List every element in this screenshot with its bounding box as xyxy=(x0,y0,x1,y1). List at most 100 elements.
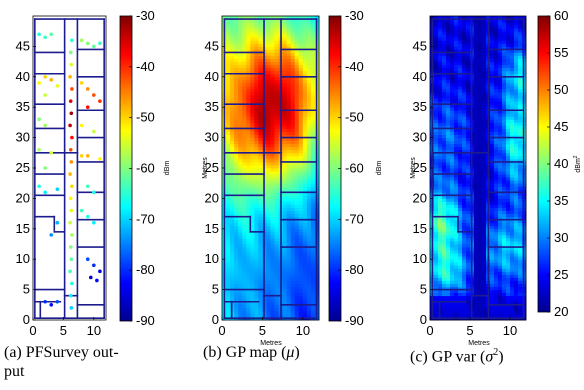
heatmap-cell xyxy=(450,144,454,147)
heatmap-cell xyxy=(266,214,270,217)
heatmap-cell xyxy=(434,259,438,262)
heatmap-cell xyxy=(266,46,270,49)
heatmap-cell xyxy=(271,247,275,250)
heatmap-cell xyxy=(238,122,242,125)
heatmap-cell xyxy=(266,247,270,250)
heatmap-cell xyxy=(250,280,254,283)
heatmap-cell xyxy=(458,159,462,162)
heatmap-cell xyxy=(490,168,494,171)
heatmap-cell xyxy=(514,229,518,232)
heatmap-cell xyxy=(446,165,450,168)
heatmap-cell xyxy=(283,241,287,244)
heatmap-cell xyxy=(230,138,234,141)
heatmap-cell xyxy=(311,290,315,293)
heatmap-cell xyxy=(438,180,442,183)
heatmap-cell xyxy=(266,305,270,308)
heatmap-cell xyxy=(490,174,494,177)
heatmap-cell xyxy=(446,59,450,62)
heatmap-cell xyxy=(458,138,462,141)
heatmap-cell xyxy=(307,235,311,238)
heatmap-cell xyxy=(295,95,299,98)
heatmap-cell xyxy=(474,138,478,141)
heatmap-cell xyxy=(478,22,482,25)
heatmap-cell xyxy=(258,198,262,201)
y-tick-label: 25 xyxy=(16,160,30,175)
heatmap-cell xyxy=(291,122,295,125)
heatmap-cell xyxy=(438,226,442,229)
heatmap-cell xyxy=(242,95,246,98)
heatmap-cell xyxy=(462,34,466,37)
heatmap-cell xyxy=(482,122,486,125)
heatmap-cell xyxy=(307,171,311,174)
heatmap-cell xyxy=(518,290,522,293)
heatmap-cell xyxy=(246,68,250,71)
heatmap-cell xyxy=(299,22,303,25)
heatmap-cell xyxy=(254,262,258,265)
heatmap-cell xyxy=(506,271,510,274)
heatmap-cell xyxy=(466,247,470,250)
heatmap-cell xyxy=(295,211,299,214)
heatmap-cell xyxy=(266,98,270,101)
heatmap-cell xyxy=(299,314,303,317)
heatmap-cell xyxy=(514,101,518,104)
heatmap-cell xyxy=(438,211,442,214)
heatmap-cell xyxy=(291,180,295,183)
heatmap-cell xyxy=(454,186,458,189)
heatmap-cell xyxy=(238,204,242,207)
heatmap-cell xyxy=(266,171,270,174)
heatmap-cell xyxy=(502,62,506,65)
heatmap-cell xyxy=(454,165,458,168)
heatmap-cell xyxy=(454,277,458,280)
heatmap-cell xyxy=(462,65,466,68)
heatmap-cell xyxy=(287,195,291,198)
heatmap-cell xyxy=(474,256,478,259)
scatter-point xyxy=(86,215,90,219)
heatmap-cell xyxy=(271,62,275,65)
heatmap-cell xyxy=(466,271,470,274)
heatmap-cell xyxy=(494,204,498,207)
heatmap-cell xyxy=(283,232,287,235)
heatmap-cell xyxy=(307,40,311,43)
heatmap-cell xyxy=(271,101,275,104)
heatmap-cell xyxy=(287,280,291,283)
heatmap-cell xyxy=(254,25,258,28)
heatmap-cell xyxy=(482,235,486,238)
heatmap-cell xyxy=(307,104,311,107)
heatmap-cell xyxy=(295,296,299,299)
heatmap-cell xyxy=(242,284,246,287)
heatmap-cell xyxy=(271,104,275,107)
colorbar-tick-label: -90 xyxy=(136,313,155,328)
y-tick-label: 45 xyxy=(16,38,30,53)
heatmap-cell xyxy=(283,198,287,201)
heatmap-cell xyxy=(258,28,262,31)
scatter-point xyxy=(69,99,73,103)
heatmap-cell xyxy=(299,208,303,211)
heatmap-cell xyxy=(494,150,498,153)
heatmap-cell xyxy=(254,247,258,250)
heatmap-cell xyxy=(514,271,518,274)
heatmap-cell xyxy=(275,314,279,317)
heatmap-cell xyxy=(266,302,270,305)
heatmap-cell xyxy=(230,177,234,180)
heatmap-cell xyxy=(510,287,514,290)
heatmap-cell xyxy=(254,135,258,138)
heatmap-cell xyxy=(510,153,514,156)
heatmap-cell xyxy=(482,71,486,74)
heatmap-cell xyxy=(230,83,234,86)
heatmap-cell xyxy=(434,159,438,162)
heatmap-cell xyxy=(275,132,279,135)
heatmap-cell xyxy=(462,235,466,238)
heatmap-cell xyxy=(283,119,287,122)
heatmap-cell xyxy=(307,177,311,180)
heatmap-cell xyxy=(474,110,478,113)
heatmap-cell xyxy=(303,132,307,135)
heatmap-cell xyxy=(258,314,262,317)
heatmap-cell xyxy=(246,296,250,299)
heatmap-cell xyxy=(307,37,311,40)
heatmap-cell xyxy=(295,52,299,55)
heatmap-cell xyxy=(466,244,470,247)
heatmap-cell xyxy=(230,141,234,144)
heatmap-cell xyxy=(246,293,250,296)
heatmap-cell xyxy=(271,259,275,262)
heatmap-cell xyxy=(250,119,254,122)
